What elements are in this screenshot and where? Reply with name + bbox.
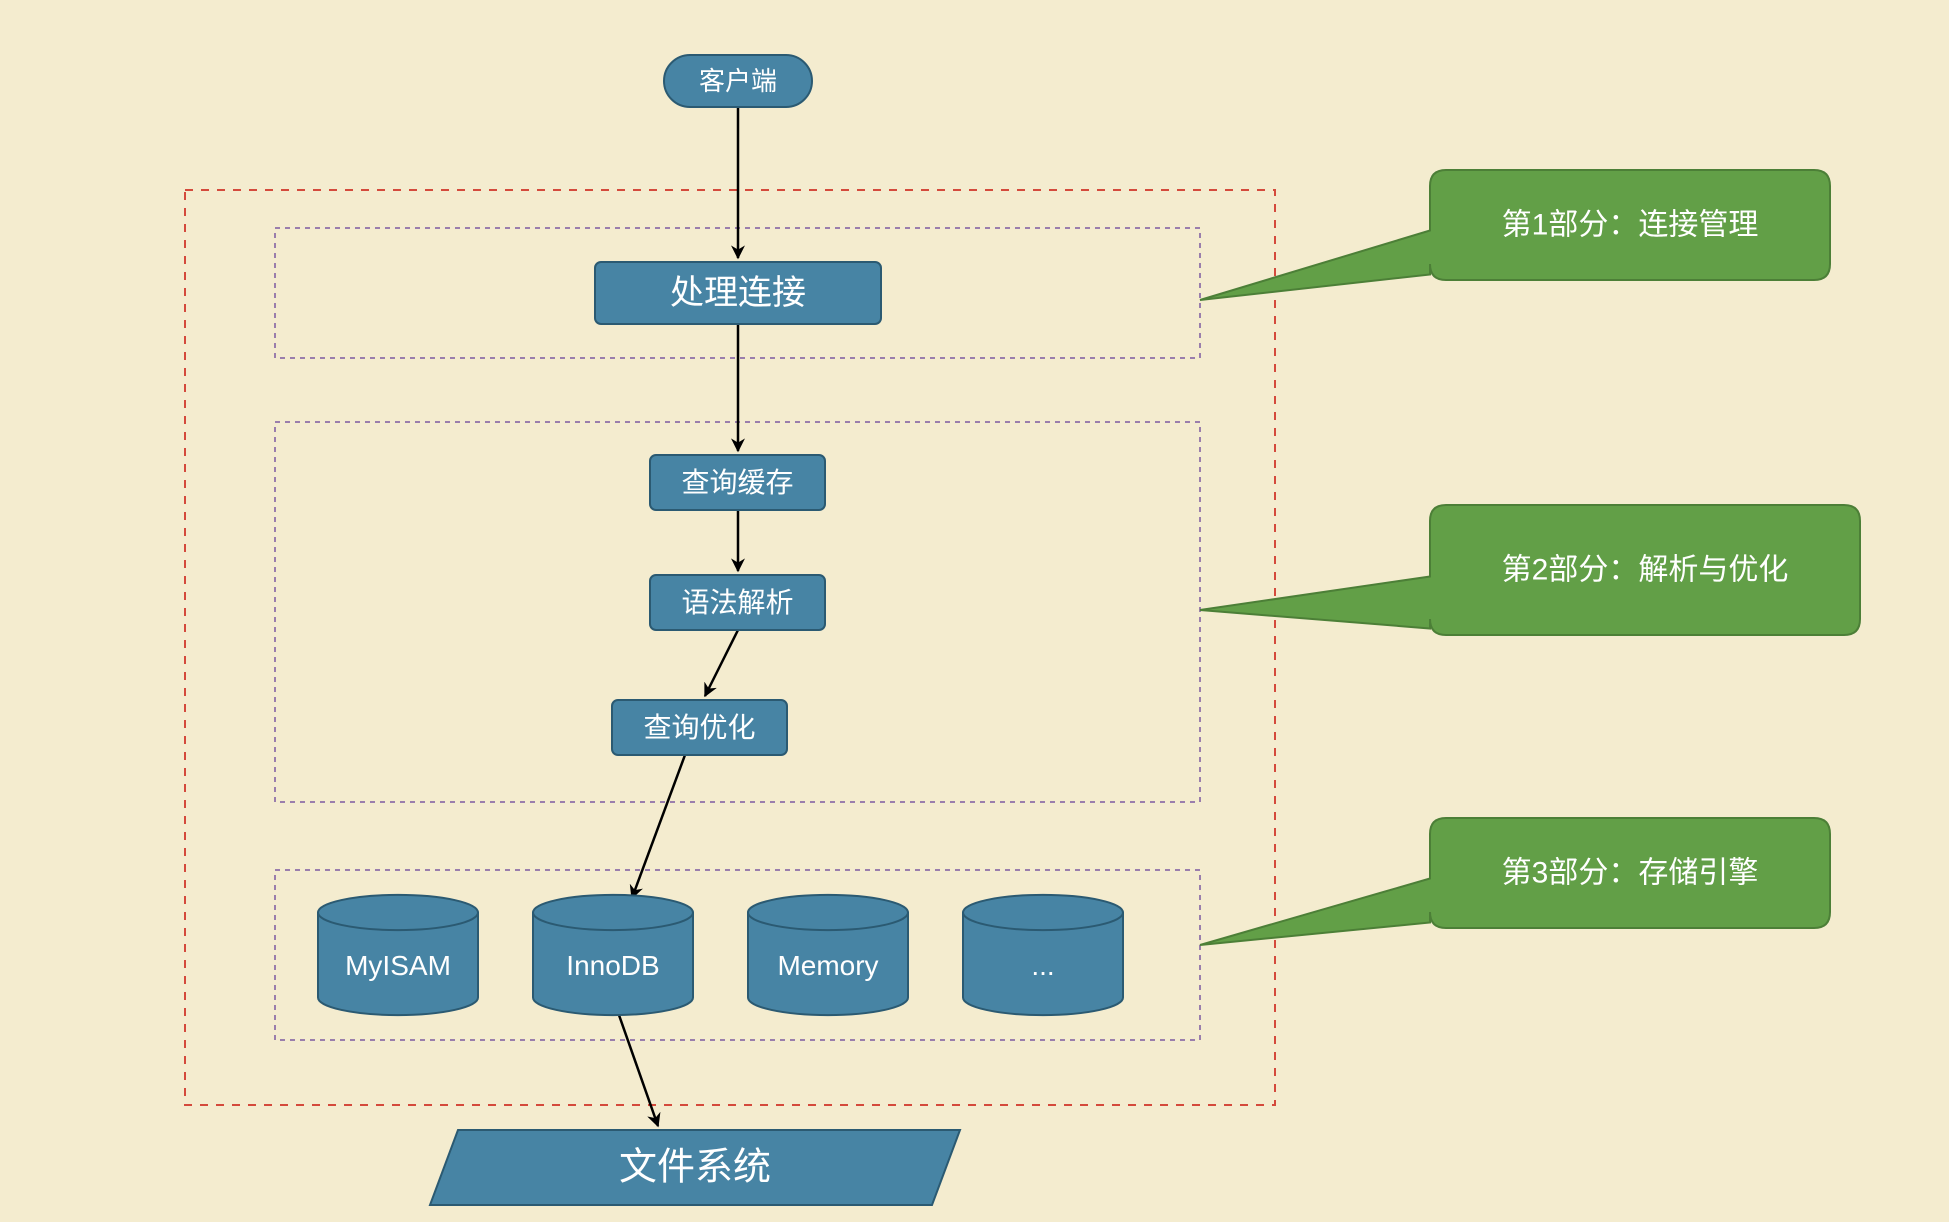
engine-memory-label: Memory: [777, 950, 878, 981]
engine-more-label: ...: [1031, 950, 1054, 981]
callout-1-label: 第1部分：连接管理: [1502, 209, 1759, 242]
callout-3-label: 第3部分：存储引擎: [1502, 857, 1759, 890]
engine-myisam-label: MyISAM: [345, 950, 451, 981]
engine-innodb-label: InnoDB: [566, 950, 659, 981]
optimize-node-label: 查询优化: [643, 712, 755, 743]
parse-node-label: 语法解析: [681, 587, 793, 618]
connect-node-label: 处理连接: [670, 274, 806, 312]
cache-node-label: 查询缓存: [681, 467, 793, 498]
callout-2-label: 第2部分：解析与优化: [1502, 554, 1789, 587]
client-node-label: 客户端: [699, 66, 777, 96]
filesystem-node-label: 文件系统: [619, 1147, 771, 1189]
